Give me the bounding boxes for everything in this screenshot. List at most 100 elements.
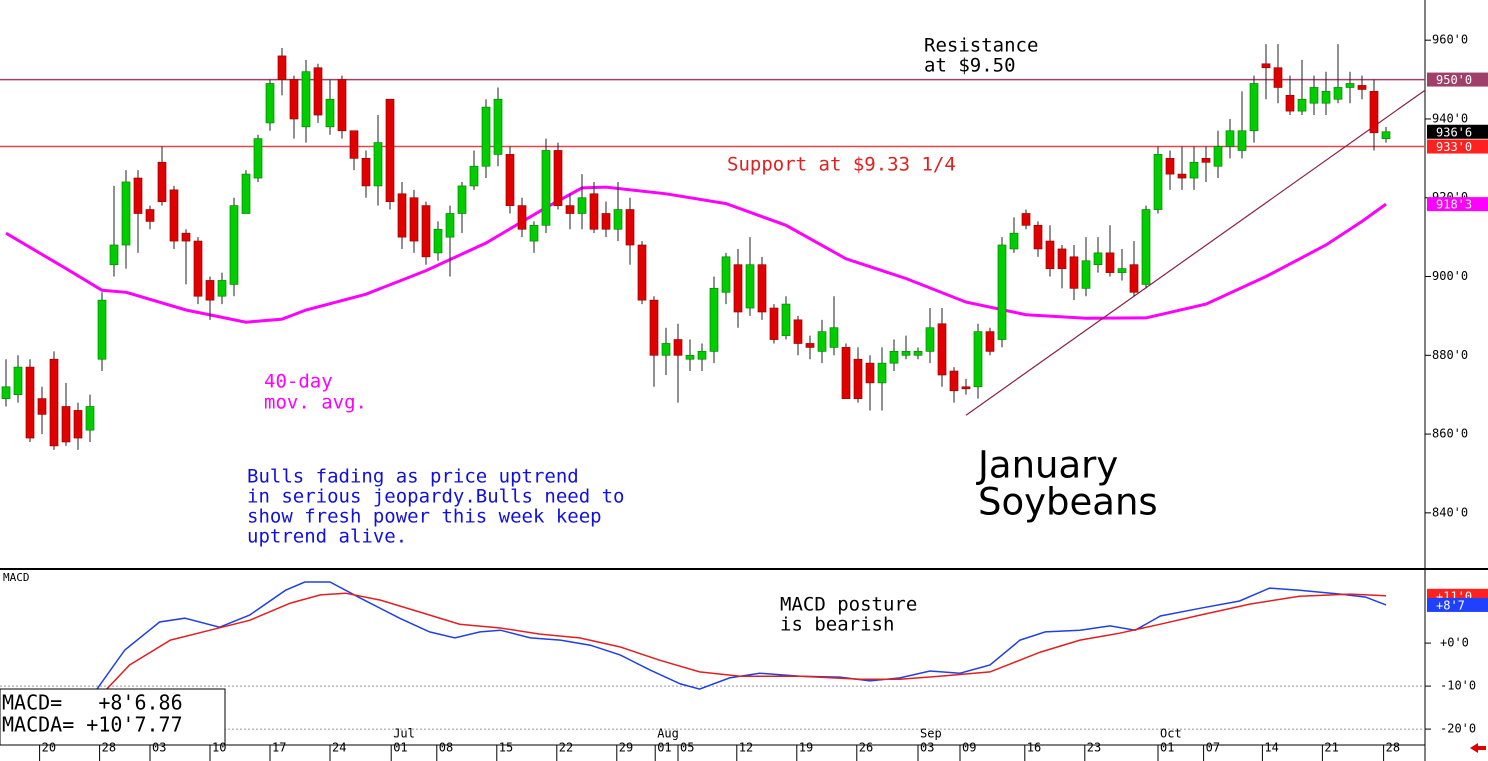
candle-body	[385, 98, 395, 203]
candle-body	[145, 209, 155, 222]
price-tag	[1427, 124, 1488, 139]
level-label: Resistance	[924, 35, 1038, 57]
candle-body	[805, 343, 815, 348]
candle-body	[1165, 157, 1175, 175]
candle-body	[997, 244, 1007, 340]
candle-body	[745, 264, 755, 309]
candle-body	[1321, 91, 1331, 104]
candle-body	[1297, 98, 1307, 112]
price-tag	[1427, 597, 1488, 612]
candle-body	[421, 205, 431, 258]
candle-body	[769, 307, 779, 340]
candle-body	[49, 358, 59, 447]
comment: in serious jeopardy.Bulls need to	[247, 486, 625, 508]
level-label: Support at $9.33 1/4	[727, 154, 956, 176]
x-tick-label: 23	[1087, 741, 1101, 755]
readout-box	[0, 688, 226, 746]
x-tick-label: 19	[799, 741, 813, 755]
candle-body	[829, 327, 839, 348]
ma-label: 40-day	[264, 371, 333, 393]
candle-body	[1021, 213, 1031, 226]
candle-body	[601, 213, 611, 230]
candle-body	[781, 303, 791, 336]
x-tick-label: 15	[499, 741, 513, 755]
x-tick-label: 12	[739, 741, 753, 755]
candle-body	[505, 154, 515, 206]
candle-body	[853, 358, 863, 399]
price-tag-label: 918'3	[1436, 198, 1472, 212]
x-tick-label: 03	[920, 741, 934, 755]
candle-body	[1369, 91, 1379, 134]
price-tag-label: 950'0	[1436, 73, 1472, 87]
macd-tick-label: +0'0	[1440, 636, 1469, 650]
macd-readout: MACD= +8'6.86	[2, 691, 183, 715]
candle-body	[889, 351, 899, 364]
macd-title: MACD	[3, 571, 30, 584]
candle-body	[1285, 94, 1295, 112]
candle-body	[877, 362, 887, 384]
candle-body	[1261, 63, 1271, 69]
candle-body	[241, 173, 251, 214]
x-tick-label: 05	[680, 741, 694, 755]
candle-body	[733, 264, 743, 313]
candle-body	[1345, 83, 1355, 88]
candle-body	[1009, 232, 1019, 250]
candle-body	[169, 189, 179, 242]
y-tick-label: 940'0	[1432, 111, 1468, 125]
candle-body	[325, 98, 335, 128]
x-tick-label: 28	[1386, 741, 1400, 755]
candle-body	[1129, 264, 1139, 293]
candle-body	[397, 193, 407, 238]
x-tick-label: 22	[559, 741, 573, 755]
candle-body	[1333, 87, 1343, 100]
candle-body	[25, 366, 35, 439]
candle-body	[1237, 130, 1247, 151]
candle-body	[277, 55, 287, 80]
x-tick-label: 07	[1206, 741, 1220, 755]
candle-body	[613, 209, 623, 230]
x-tick-label: 03	[152, 741, 166, 755]
candle-body	[517, 205, 527, 230]
candle-body	[313, 67, 323, 116]
candle-body	[1213, 146, 1223, 167]
candle-body	[685, 354, 695, 360]
x-tick-label: 28	[102, 741, 116, 755]
candle-body	[949, 370, 959, 392]
candle-body	[37, 398, 47, 415]
candle-body	[301, 71, 311, 128]
candle-body	[1201, 157, 1211, 163]
candle-body	[121, 181, 131, 246]
scroll-arrow[interactable]	[1470, 743, 1486, 753]
candle-body	[13, 366, 23, 396]
month-label: Jul	[393, 727, 415, 741]
chart-title: Soybeans	[978, 481, 1158, 524]
x-tick-label: 24	[332, 741, 346, 755]
candle-body	[349, 130, 359, 159]
candle-body	[133, 177, 143, 214]
x-tick-label: 17	[272, 741, 286, 755]
x-tick-label: 09	[962, 741, 976, 755]
candle-body	[1381, 131, 1391, 140]
comment: Bulls fading as price uptrend	[247, 466, 579, 488]
trendline	[965, 89, 1426, 416]
y-tick-label: 840'0	[1432, 505, 1468, 519]
x-tick-label: 29	[619, 741, 633, 755]
candle-body	[913, 351, 923, 356]
y-tick-label: 860'0	[1432, 427, 1468, 441]
candle-body	[253, 138, 263, 179]
x-tick-label: 14	[1264, 741, 1278, 755]
candle-body	[1105, 252, 1115, 273]
price-tag-label: 936'6	[1436, 125, 1472, 139]
candle-body	[109, 244, 119, 266]
candle-body	[457, 185, 467, 214]
x-tick-label: 10	[212, 741, 226, 755]
price-tag	[1427, 197, 1488, 212]
candle-body	[229, 205, 239, 285]
y-tick-label: 960'0	[1432, 33, 1468, 47]
macd-line	[95, 592, 1387, 701]
candle-body	[493, 98, 503, 155]
candle-body	[529, 224, 539, 242]
